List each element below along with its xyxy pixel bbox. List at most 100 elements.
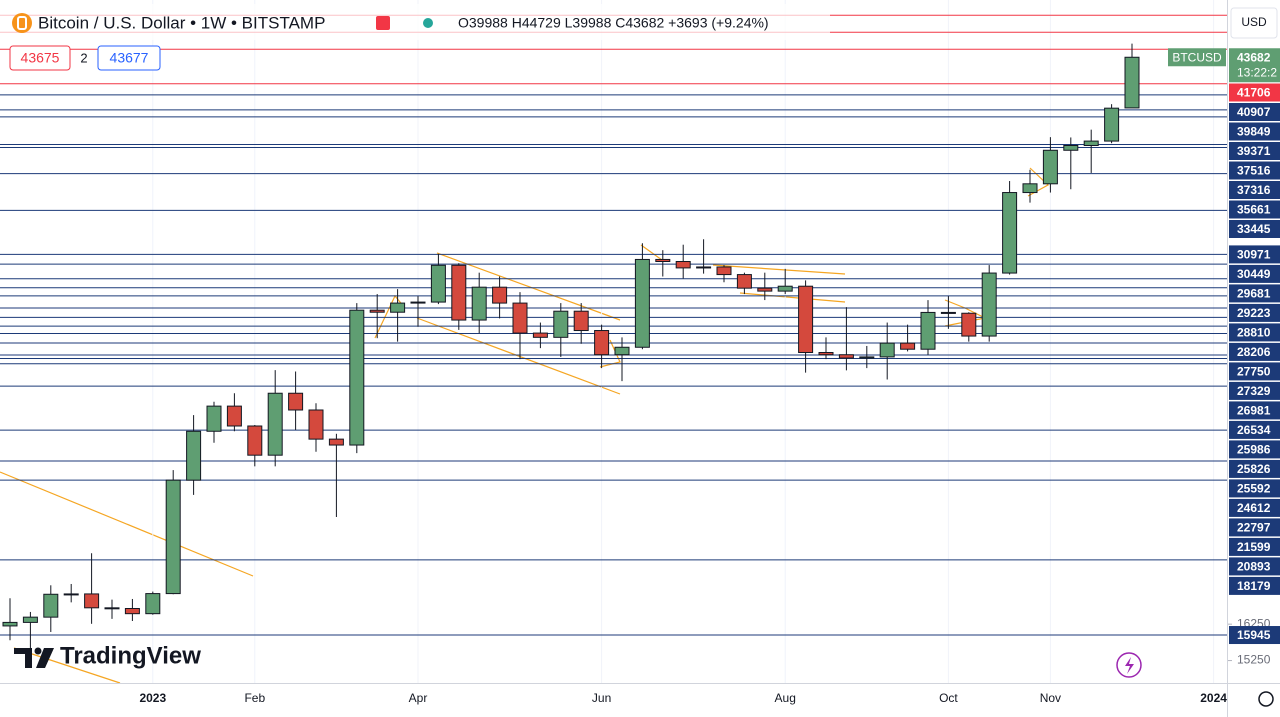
x-tick-label: Apr [409, 691, 428, 705]
level-label: 24612 [1237, 501, 1271, 515]
candle-body [206, 405, 222, 432]
candle-body [655, 258, 671, 263]
x-tick-label: 2024 [1200, 691, 1227, 705]
candle-body [1124, 56, 1140, 109]
candle-body [22, 616, 38, 623]
candle-body [614, 346, 630, 356]
candle-body [43, 593, 59, 618]
candle-body [410, 301, 426, 304]
level-label: 28206 [1237, 345, 1271, 359]
level-label-bg [1229, 181, 1280, 199]
candle-body [104, 607, 120, 610]
level-label: 22797 [1237, 521, 1271, 535]
candle-body [532, 332, 548, 338]
level-label-bg [1229, 626, 1280, 645]
x-tick-label: Aug [775, 691, 796, 705]
x-tick-label: Feb [244, 691, 265, 705]
candle-body [226, 405, 242, 427]
level-label-bg [1229, 200, 1280, 219]
y-tick-label: 15250 [1237, 653, 1271, 667]
candle-body [798, 285, 814, 354]
candle-body [369, 309, 385, 313]
price-tag: 43682 [1237, 50, 1271, 64]
candle-body [777, 285, 793, 292]
level-label: 20893 [1237, 560, 1271, 574]
alert-icon[interactable] [1116, 652, 1142, 678]
candle-body [308, 409, 324, 440]
candle-body [573, 310, 589, 332]
trend-line [416, 317, 621, 395]
logo-mark [34, 647, 42, 655]
candle-body [349, 309, 365, 446]
candle-body [716, 266, 732, 276]
level-label-bg [1229, 122, 1280, 141]
candle-body [247, 425, 263, 456]
chart-title: Bitcoin / U.S. Dollar • 1W • BITSTAMP [38, 13, 325, 32]
status-dot [423, 18, 433, 28]
sell-box[interactable] [9, 45, 71, 71]
candle-body [757, 287, 773, 292]
currency-button[interactable] [1230, 7, 1278, 39]
level-label: 29681 [1237, 287, 1271, 301]
level-label: 18179 [1237, 579, 1271, 593]
level-label-bg [1229, 557, 1280, 576]
candle-body [63, 593, 79, 596]
candle-body [186, 430, 202, 481]
level-label: 37316 [1237, 183, 1271, 197]
symbol-tag: BTCUSD [1172, 50, 1222, 64]
candle-body [900, 342, 916, 350]
candle-body [1104, 107, 1120, 142]
candle-body [430, 264, 446, 303]
level-label-bg [1229, 479, 1280, 498]
candle-body [124, 608, 140, 615]
level-label: 28810 [1237, 326, 1271, 340]
candle-body [634, 258, 650, 348]
header-ohlc: O39988 H44729 L39988 C43682 +3693 (+9.24… [458, 15, 769, 31]
trend-line [0, 471, 254, 577]
candle-body [1063, 145, 1079, 151]
level-label-bg [1229, 103, 1280, 121]
currency[interactable]: USD [1241, 15, 1267, 29]
level-label: 29223 [1237, 306, 1271, 320]
level-label: 30971 [1237, 248, 1271, 262]
candle-body [492, 286, 508, 304]
level-label: 41706 [1237, 86, 1271, 100]
level-label: 35661 [1237, 203, 1271, 217]
candle-body [818, 352, 834, 356]
trend-line [599, 339, 621, 368]
level-label-bg [1229, 284, 1280, 303]
candle-body [879, 342, 895, 358]
buy-price[interactable]: 43677 [110, 50, 149, 66]
level-label-bg [1229, 342, 1280, 361]
logo-mark [36, 648, 54, 668]
level-label: 25592 [1237, 482, 1271, 496]
settings-icon[interactable] [1258, 691, 1274, 707]
candle-body [512, 302, 528, 334]
x-tick-label: 2023 [139, 691, 166, 705]
trend-line [640, 244, 663, 261]
x-tick-label: Jun [592, 691, 611, 705]
watermark: TradingView [60, 642, 201, 669]
header-bg [0, 4, 830, 40]
sell-price[interactable]: 43675 [21, 50, 60, 66]
level-label-bg [1229, 245, 1280, 264]
candle-body [2, 621, 18, 627]
candles [2, 43, 1140, 652]
candle-body [1042, 149, 1058, 185]
candle-body [288, 392, 304, 411]
spread: 2 [80, 50, 87, 65]
candle-body [838, 354, 854, 359]
buy-box[interactable] [97, 45, 161, 71]
x-tick-label: Nov [1040, 691, 1061, 705]
logo: TradingView [14, 642, 201, 669]
level-label: 26981 [1237, 404, 1271, 418]
level-label-bg [1229, 518, 1280, 537]
level-label-bg [1229, 83, 1280, 102]
symbol-icon [12, 13, 32, 33]
candle-body [920, 311, 936, 350]
level-label: 39849 [1237, 125, 1271, 139]
candle-body [940, 311, 956, 314]
level-label-bg [1229, 161, 1280, 180]
